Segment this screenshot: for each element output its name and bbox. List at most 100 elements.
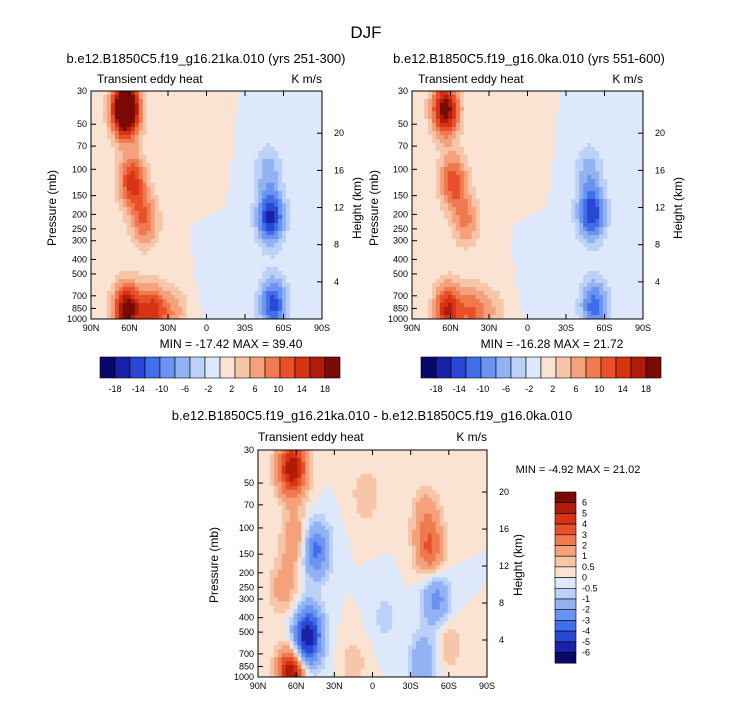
field-cell xyxy=(278,251,283,256)
field-cell xyxy=(186,103,192,108)
field-cell xyxy=(455,243,461,248)
field-cell xyxy=(495,203,501,208)
field-cell xyxy=(162,227,168,232)
field-cell xyxy=(298,223,303,228)
field-cell xyxy=(214,287,220,292)
field-cell xyxy=(487,275,493,280)
field-cell xyxy=(91,223,96,228)
field-cell xyxy=(146,175,152,180)
field-cell xyxy=(250,111,255,116)
field-cell xyxy=(294,207,299,212)
field-cell xyxy=(178,291,184,296)
field-cell xyxy=(154,315,160,319)
field-cell xyxy=(246,267,251,272)
field-cell xyxy=(447,227,453,232)
field-cell xyxy=(254,111,259,116)
field-cell xyxy=(242,307,247,312)
field-cell xyxy=(222,271,228,276)
field-cell xyxy=(302,271,307,276)
field-cell xyxy=(519,91,525,96)
field-cell xyxy=(122,131,128,136)
field-cell xyxy=(479,307,485,312)
field-cell xyxy=(427,303,433,308)
field-cell xyxy=(266,99,271,104)
field-cell xyxy=(98,163,104,168)
field-cell xyxy=(202,171,208,176)
field-cell xyxy=(214,211,220,216)
field-cell xyxy=(130,115,136,120)
field-cell xyxy=(286,287,291,292)
colorbar-label: 18 xyxy=(320,384,330,394)
field-cell xyxy=(258,303,263,308)
field-cell xyxy=(102,155,108,160)
field-cell xyxy=(118,131,124,136)
field-cell xyxy=(439,147,445,152)
field-cell xyxy=(166,187,172,192)
field-cell xyxy=(158,211,164,216)
field-cell xyxy=(262,195,267,200)
field-cell xyxy=(126,275,132,280)
field-cell xyxy=(114,247,120,252)
field-cell xyxy=(419,311,425,316)
field-cell xyxy=(306,139,311,144)
field-cell xyxy=(262,295,267,300)
field-cell xyxy=(230,167,235,172)
field-cell xyxy=(222,187,228,192)
field-cell xyxy=(511,107,517,112)
field-cell xyxy=(118,119,124,124)
field-cell xyxy=(150,287,156,292)
field-cell xyxy=(218,207,224,212)
field-cell xyxy=(126,243,132,248)
field-cell xyxy=(238,223,243,228)
field-cell xyxy=(503,211,509,216)
field-cell xyxy=(214,99,220,104)
field-cell xyxy=(415,239,421,244)
field-cell xyxy=(439,107,445,112)
field-cell xyxy=(254,99,259,104)
field-cell xyxy=(431,91,437,96)
field-cell xyxy=(222,299,228,304)
field-cell xyxy=(130,131,136,136)
field-cell xyxy=(258,131,263,136)
field-cell xyxy=(246,195,251,200)
field-cell xyxy=(210,175,216,180)
field-cell xyxy=(102,275,108,280)
field-cell xyxy=(110,251,116,256)
field-cell xyxy=(250,123,255,128)
field-cell xyxy=(182,267,188,272)
field-cell xyxy=(310,251,315,256)
field-cell xyxy=(431,191,437,196)
field-cell xyxy=(246,199,251,204)
field-cell xyxy=(503,247,509,252)
field-cell xyxy=(170,279,176,284)
field-cell xyxy=(290,103,295,108)
field-cell xyxy=(455,183,461,188)
field-cell xyxy=(178,91,184,96)
field-cell xyxy=(286,279,291,284)
field-cell xyxy=(234,183,239,188)
field-cell xyxy=(282,275,287,280)
field-cell xyxy=(190,179,196,184)
colorbar-box xyxy=(129,356,146,379)
field-cell xyxy=(138,135,144,140)
field-cell xyxy=(246,103,251,108)
field-cell xyxy=(118,283,124,288)
field-cell xyxy=(475,195,481,200)
field-cell xyxy=(278,223,283,228)
field-cell xyxy=(202,203,208,208)
field-cell xyxy=(130,183,136,188)
field-cell xyxy=(122,187,128,192)
field-cell xyxy=(214,191,220,196)
field-cell xyxy=(186,307,192,312)
field-cell xyxy=(162,243,168,248)
field-cell xyxy=(122,103,128,108)
field-cell xyxy=(162,115,168,120)
field-cell xyxy=(202,163,208,168)
field-cell xyxy=(202,135,208,140)
field-cell xyxy=(318,115,322,120)
field-cell xyxy=(419,199,425,204)
field-cell xyxy=(110,191,116,196)
field-cell xyxy=(126,99,132,104)
field-cell xyxy=(455,143,461,148)
field-cell xyxy=(507,155,513,160)
